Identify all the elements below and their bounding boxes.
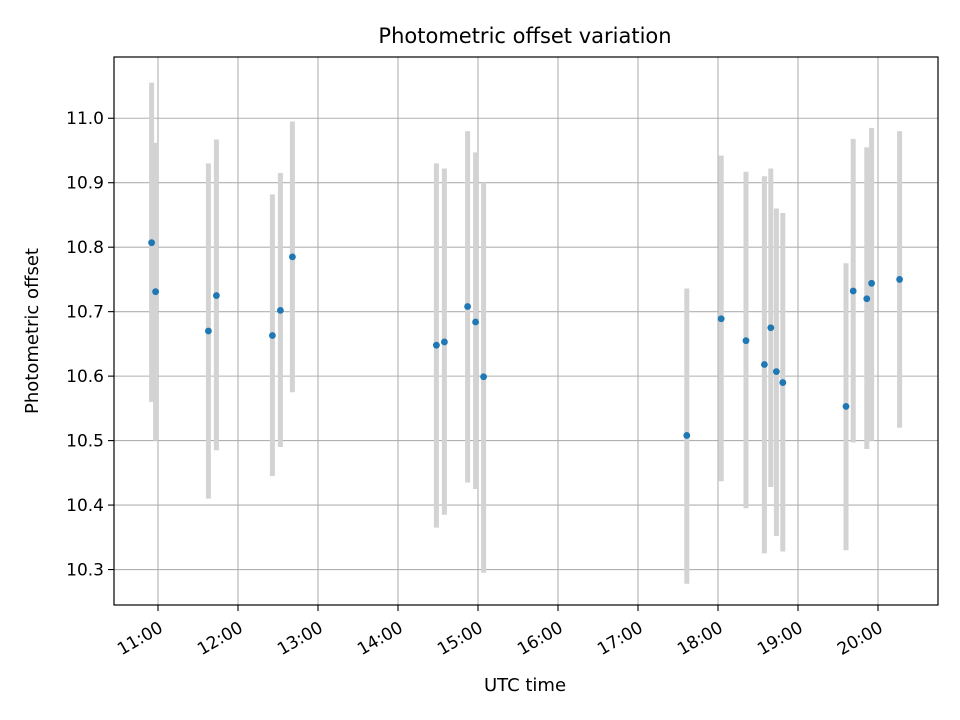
data-point bbox=[779, 379, 787, 386]
data-point bbox=[464, 303, 471, 310]
y-tick-label: 10.4 bbox=[66, 496, 104, 516]
y-tick-label: 11.0 bbox=[66, 109, 104, 129]
y-tick-label: 10.7 bbox=[66, 303, 104, 323]
data-point bbox=[773, 368, 780, 376]
data-point bbox=[433, 341, 440, 349]
x-axis-label: UTC time bbox=[484, 675, 566, 696]
data-point bbox=[277, 306, 284, 314]
y-tick-label: 10.6 bbox=[66, 367, 104, 387]
data-points bbox=[148, 239, 903, 439]
data-point bbox=[441, 338, 448, 346]
data-point bbox=[480, 373, 487, 381]
y-axis-ticks: 10.3 10.4 10.5 10.6 10.7 10.8 10.9 11.0 bbox=[66, 109, 114, 581]
data-point bbox=[289, 253, 296, 261]
data-point bbox=[896, 276, 903, 283]
plot-frame bbox=[113, 56, 939, 606]
chart-title: Photometric offset variation bbox=[378, 24, 671, 48]
data-point bbox=[868, 279, 875, 287]
data-point bbox=[213, 292, 220, 299]
data-point bbox=[472, 318, 479, 326]
y-tick-label: 10.9 bbox=[66, 174, 104, 194]
data-point bbox=[842, 403, 850, 410]
data-point bbox=[148, 239, 156, 247]
data-point bbox=[269, 332, 276, 339]
data-point bbox=[767, 324, 775, 332]
y-axis-label: Photometric offset bbox=[22, 248, 43, 414]
y-tick-label: 10.8 bbox=[66, 238, 104, 258]
data-point bbox=[863, 295, 871, 303]
data-point bbox=[683, 432, 691, 439]
y-tick-label: 10.3 bbox=[66, 561, 104, 581]
data-point bbox=[742, 337, 750, 345]
y-tick-label: 10.5 bbox=[66, 432, 104, 452]
data-point bbox=[717, 315, 725, 323]
data-point bbox=[205, 327, 212, 335]
data-point bbox=[849, 287, 857, 295]
gridlines bbox=[114, 57, 938, 605]
data-point bbox=[761, 361, 768, 368]
data-point bbox=[152, 288, 160, 296]
